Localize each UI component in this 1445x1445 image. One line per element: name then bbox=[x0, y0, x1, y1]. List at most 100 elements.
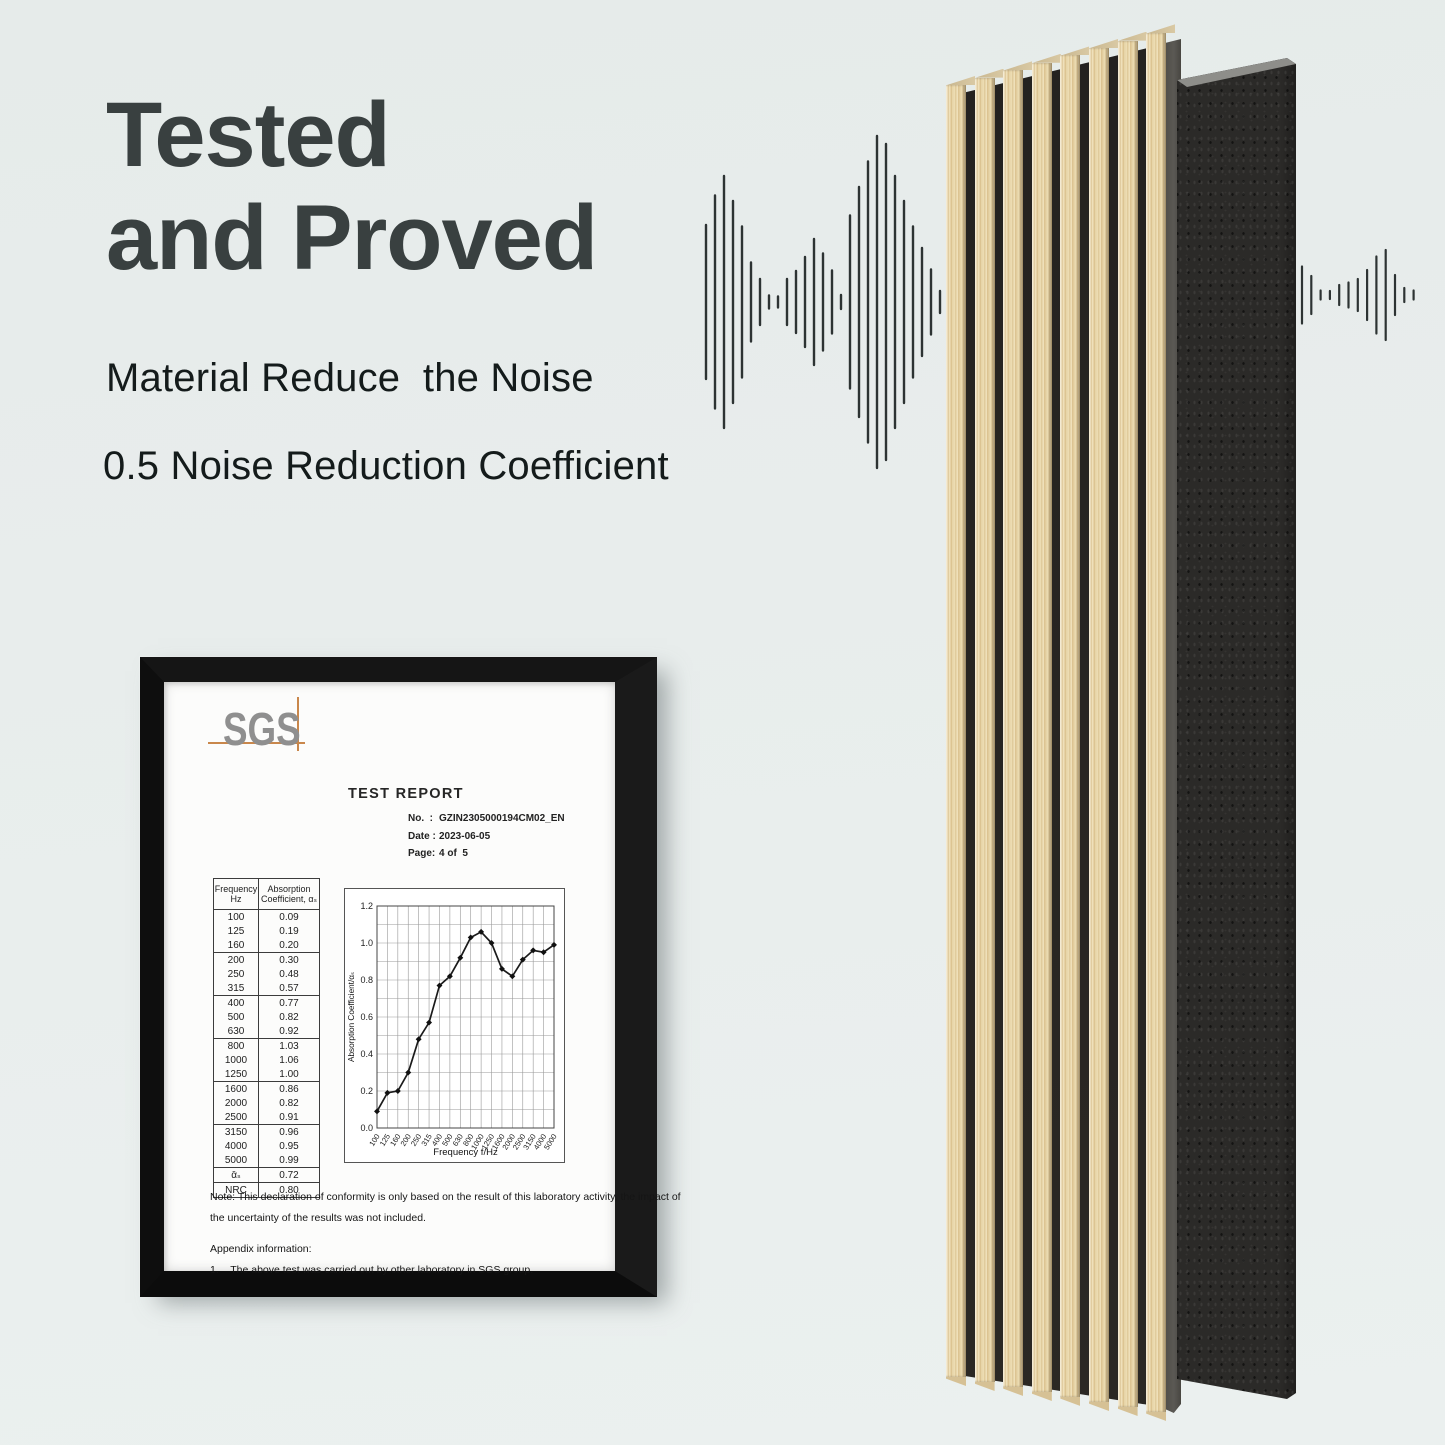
table-row: 500 0.82 bbox=[214, 1010, 319, 1024]
svg-text:Absorption Coefficient/αₛ: Absorption Coefficient/αₛ bbox=[347, 972, 356, 1062]
wood-slat-panel bbox=[946, 30, 1182, 1422]
sgs-logo-horizontal-line bbox=[208, 742, 305, 744]
cell-coefficient: 0.86 bbox=[279, 1083, 299, 1095]
table-row: 200 0.30 bbox=[214, 952, 319, 967]
note-line-2: the uncertainty of the results was not i… bbox=[210, 1212, 426, 1224]
appendix-item: 1. The above test was carried out by oth… bbox=[210, 1264, 534, 1276]
soundwave-large-icon bbox=[704, 134, 942, 470]
certificate-frame: SGS TEST REPORT No. : GZIN2305000194CM02… bbox=[140, 657, 681, 1297]
sgs-logo-vertical-line bbox=[297, 697, 299, 751]
table-row: 125 0.19 bbox=[214, 924, 319, 938]
absorption-table-header: Frequency Hz Absorption Coefficient, αₛ bbox=[214, 879, 319, 910]
table-row: 2500 0.91 bbox=[214, 1110, 319, 1124]
table-row: 630 0.92 bbox=[214, 1024, 319, 1038]
cell-frequency: 2000 bbox=[214, 1096, 259, 1110]
table-row: 4000 0.95 bbox=[214, 1139, 319, 1153]
cell-coefficient: 1.00 bbox=[279, 1068, 299, 1080]
soundwave-small-icon bbox=[1300, 248, 1415, 342]
cell-coefficient: 0.09 bbox=[279, 911, 299, 923]
title-line-2: and Proved bbox=[106, 187, 598, 290]
cell-frequency: 100 bbox=[214, 910, 259, 924]
note-line-1: Note: This declaration of conformity is … bbox=[210, 1191, 681, 1203]
cell-frequency: 1000 bbox=[214, 1053, 259, 1067]
table-row: 160 0.20 bbox=[214, 938, 319, 952]
cell-frequency: 800 bbox=[214, 1039, 259, 1053]
table-row: ᾱₛ 0.72 bbox=[214, 1167, 319, 1182]
cell-frequency: 2500 bbox=[214, 1110, 259, 1124]
wood-slat bbox=[1089, 48, 1109, 1402]
cell-frequency: 1250 bbox=[214, 1067, 259, 1081]
meta-label-date: Date : bbox=[408, 830, 436, 842]
cell-coefficient: 0.99 bbox=[279, 1154, 299, 1166]
table-row: 400 0.77 bbox=[214, 995, 319, 1010]
cell-frequency: 5000 bbox=[214, 1153, 259, 1167]
report-title: TEST REPORT bbox=[348, 786, 464, 802]
meta-row-page: Page: 4 of 5 bbox=[408, 845, 565, 863]
certificate-paper: SGS TEST REPORT No. : GZIN2305000194CM02… bbox=[164, 682, 681, 1276]
absorption-chart-svg: 0.00.20.40.60.81.01.21001251602002503154… bbox=[347, 901, 559, 1158]
svg-text:0.0: 0.0 bbox=[360, 1123, 373, 1133]
cell-frequency: NRC bbox=[214, 1183, 259, 1197]
sgs-logo-text: SGS bbox=[223, 703, 301, 755]
cell-coefficient: 0.95 bbox=[279, 1140, 299, 1152]
meta-value-date: 2023-06-05 bbox=[439, 830, 491, 842]
meta-row-date: Date : 2023-06-05 bbox=[408, 828, 565, 846]
cell-frequency: 125 bbox=[214, 924, 259, 938]
cell-frequency: 1600 bbox=[214, 1082, 259, 1096]
meta-label-page: Page: bbox=[408, 848, 436, 860]
svg-text:1.0: 1.0 bbox=[360, 938, 373, 948]
cell-frequency: 160 bbox=[214, 938, 259, 952]
cell-coefficient: 0.19 bbox=[279, 925, 299, 937]
svg-text:0.6: 0.6 bbox=[360, 1012, 373, 1022]
cell-coefficient: 0.77 bbox=[279, 997, 299, 1009]
header-absorption: Absorption Coefficient, αₛ bbox=[261, 883, 317, 904]
cell-frequency: 500 bbox=[214, 1010, 259, 1024]
cell-frequency: 250 bbox=[214, 967, 259, 981]
absorption-table-body: 100 0.09 125 0.19 160 0.20 200 0.30 250 0.48 315 0.… bbox=[214, 910, 319, 1197]
wood-slat bbox=[1146, 33, 1167, 1412]
wood-slat bbox=[974, 77, 995, 1382]
cell-coefficient: 0.96 bbox=[279, 1126, 299, 1138]
cell-frequency: 630 bbox=[214, 1024, 259, 1038]
svg-text:0.2: 0.2 bbox=[360, 1086, 373, 1096]
cell-coefficient: 1.03 bbox=[279, 1040, 299, 1052]
subtitle-noise: Material Reduce the Noise bbox=[106, 356, 594, 400]
sgs-logo: SGS bbox=[208, 697, 318, 759]
header-frequency: Frequency Hz bbox=[214, 879, 259, 909]
cell-coefficient: 0.30 bbox=[279, 954, 299, 966]
meta-value-no: GZIN2305000194CM02_EN bbox=[439, 813, 565, 825]
wood-slat bbox=[946, 85, 966, 1377]
cell-coefficient: 0.82 bbox=[279, 1011, 299, 1023]
meta-row-no: No. : GZIN2305000194CM02_EN bbox=[408, 810, 565, 828]
page-title: Tested and Proved bbox=[106, 84, 598, 290]
wood-slat bbox=[1117, 40, 1138, 1407]
table-row: NRC 0.80 bbox=[214, 1182, 319, 1197]
cell-coefficient: 0.72 bbox=[279, 1169, 299, 1181]
cell-frequency: 4000 bbox=[214, 1139, 259, 1153]
cell-coefficient: 0.82 bbox=[279, 1097, 299, 1109]
title-line-1: Tested bbox=[106, 84, 391, 186]
wood-slat bbox=[1031, 62, 1052, 1392]
cell-coefficient: 0.57 bbox=[279, 982, 299, 994]
absorption-table: Frequency Hz Absorption Coefficient, αₛ … bbox=[213, 878, 320, 1198]
table-row: 2000 0.82 bbox=[214, 1096, 319, 1110]
felt-panel-top-face bbox=[1177, 58, 1296, 87]
appendix-title: Appendix information: bbox=[210, 1243, 312, 1255]
cell-frequency: 200 bbox=[214, 953, 259, 967]
meta-value-page: 4 of 5 bbox=[439, 848, 468, 860]
subtitle-nrc: 0.5 Noise Reduction Coefficient bbox=[103, 444, 669, 488]
cell-coefficient: 0.80 bbox=[279, 1184, 299, 1196]
table-row: 5000 0.99 bbox=[214, 1153, 319, 1167]
report-meta: No. : GZIN2305000194CM02_EN Date : 2023-… bbox=[408, 810, 565, 863]
felt-acoustic-panel bbox=[1177, 58, 1296, 1399]
cell-frequency: ᾱₛ bbox=[214, 1168, 259, 1182]
cell-frequency: 315 bbox=[214, 981, 259, 995]
table-row: 315 0.57 bbox=[214, 981, 319, 995]
wood-slat bbox=[1003, 70, 1024, 1387]
cell-coefficient: 1.06 bbox=[279, 1054, 299, 1066]
table-row: 100 0.09 bbox=[214, 910, 319, 924]
svg-text:Frequency f/Hz: Frequency f/Hz bbox=[433, 1147, 498, 1158]
table-row: 250 0.48 bbox=[214, 967, 319, 981]
table-row: 800 1.03 bbox=[214, 1038, 319, 1053]
